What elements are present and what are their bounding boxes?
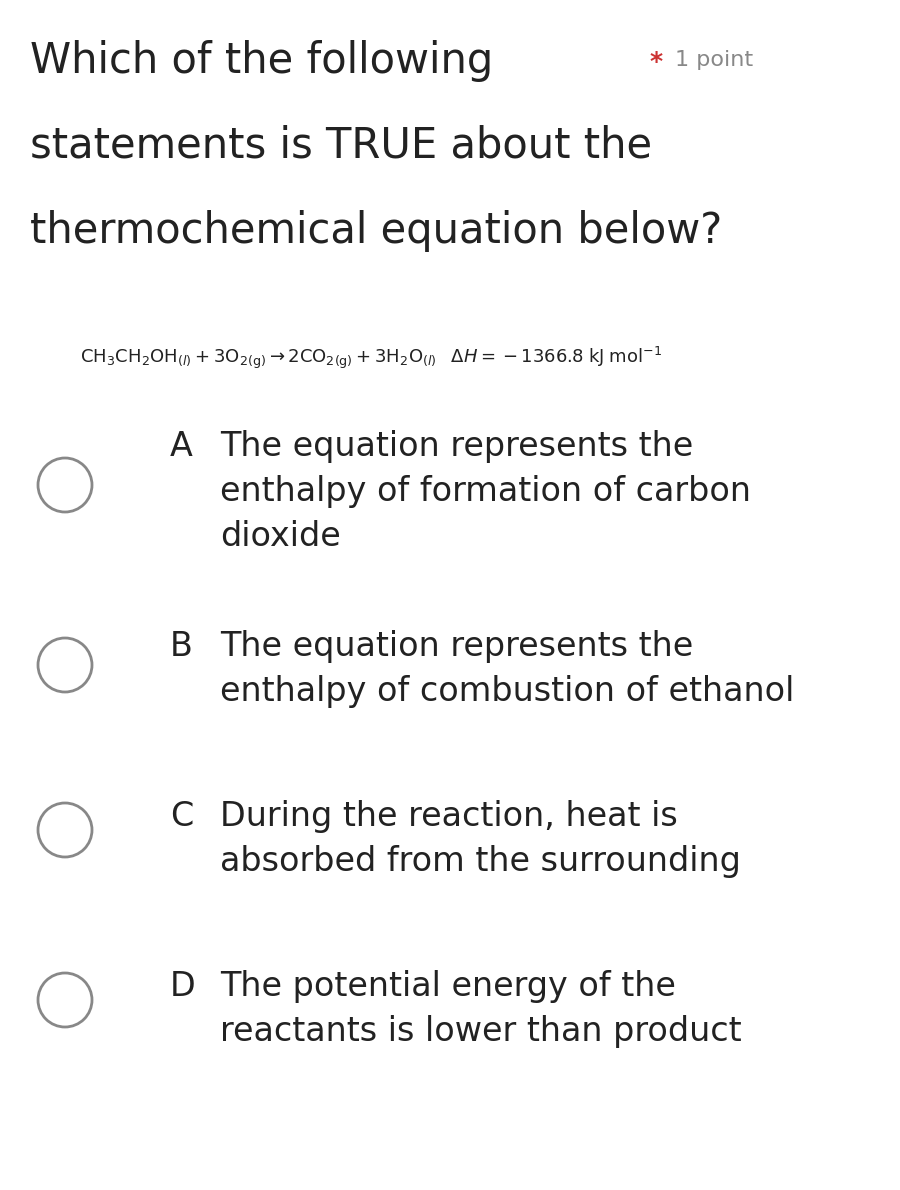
Text: The potential energy of the: The potential energy of the bbox=[220, 970, 676, 1003]
Text: $\mathrm{CH_3CH_2OH_{(\mathit{l})} + 3O_{2(g)} \rightarrow 2CO_{2(g)} + 3H_2O_{(: $\mathrm{CH_3CH_2OH_{(\mathit{l})} + 3O_… bbox=[80, 345, 662, 371]
Text: thermochemical equation below?: thermochemical equation below? bbox=[30, 209, 722, 252]
Text: enthalpy of combustion of ethanol: enthalpy of combustion of ethanol bbox=[220, 675, 795, 708]
Text: B: B bbox=[170, 630, 193, 663]
Text: During the reaction, heat is: During the reaction, heat is bbox=[220, 800, 678, 833]
Text: The equation represents the: The equation represents the bbox=[220, 630, 693, 663]
Text: The equation represents the: The equation represents the bbox=[220, 430, 693, 463]
Text: A: A bbox=[170, 430, 193, 463]
Text: C: C bbox=[170, 800, 194, 833]
Text: reactants is lower than product: reactants is lower than product bbox=[220, 1015, 742, 1048]
Text: D: D bbox=[170, 970, 196, 1003]
Text: 1 point: 1 point bbox=[675, 50, 753, 70]
Text: *: * bbox=[650, 50, 663, 74]
Text: enthalpy of formation of carbon: enthalpy of formation of carbon bbox=[220, 475, 751, 508]
Text: absorbed from the surrounding: absorbed from the surrounding bbox=[220, 845, 741, 878]
Text: statements is TRUE about the: statements is TRUE about the bbox=[30, 125, 652, 167]
Text: dioxide: dioxide bbox=[220, 520, 341, 553]
Text: Which of the following: Which of the following bbox=[30, 40, 493, 82]
